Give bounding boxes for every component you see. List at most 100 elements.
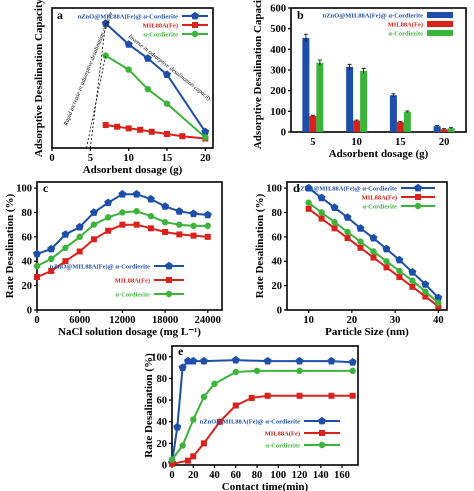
legend-label: nZnO@MIL88A(Fe)@ α-Cordierite bbox=[200, 419, 301, 426]
data-point bbox=[349, 367, 356, 375]
x-axis-label: Contact time(min) bbox=[222, 481, 309, 491]
legend-label: α-Cordierite bbox=[362, 204, 397, 211]
x-tick-label: 10 bbox=[123, 153, 134, 164]
data-point bbox=[147, 225, 154, 232]
bar bbox=[309, 115, 317, 132]
x-tick-label: 0 bbox=[49, 153, 54, 164]
series-line bbox=[171, 369, 353, 461]
data-point bbox=[89, 208, 98, 216]
panel-letter: a bbox=[57, 8, 63, 22]
panel-letter: b bbox=[297, 8, 304, 22]
data-point bbox=[61, 230, 70, 238]
data-point bbox=[357, 238, 364, 245]
x-tick-label: 18000 bbox=[152, 315, 178, 326]
data-point bbox=[137, 126, 144, 133]
legend-label: MIL88A(Fe) bbox=[362, 195, 397, 202]
y-tick-label: 60 bbox=[22, 232, 33, 243]
data-point bbox=[189, 209, 198, 218]
data-point bbox=[305, 199, 312, 206]
data-point bbox=[296, 367, 303, 375]
data-point bbox=[296, 392, 303, 399]
data-point bbox=[118, 190, 127, 198]
data-point bbox=[395, 255, 404, 264]
legend-label: α-Cordierite bbox=[115, 292, 150, 299]
data-point bbox=[169, 460, 175, 467]
bar bbox=[346, 66, 354, 132]
bar bbox=[302, 37, 310, 132]
plot-frame bbox=[36, 181, 223, 311]
x-tick-label: 15 bbox=[162, 153, 173, 164]
x-tick-label: 120 bbox=[292, 470, 308, 481]
data-point bbox=[421, 280, 430, 288]
x-tick-label: 100 bbox=[270, 470, 286, 481]
data-point bbox=[124, 40, 133, 48]
legend-swatch bbox=[427, 12, 453, 18]
data-point bbox=[162, 228, 169, 235]
legend-marker bbox=[165, 290, 173, 298]
data-point bbox=[263, 356, 272, 365]
data-point bbox=[190, 232, 197, 239]
legend-label: MIL88A(Fe) bbox=[115, 278, 150, 285]
y-tick-label: 600 bbox=[270, 4, 286, 15]
data-point bbox=[125, 66, 132, 73]
data-point bbox=[179, 133, 186, 140]
data-point bbox=[211, 380, 218, 388]
legend-label: α-Cordierite bbox=[388, 31, 423, 38]
series-green bbox=[305, 199, 442, 306]
y-axis-label: Adsorptive Desalination Capacity bbox=[252, 0, 264, 149]
data-point bbox=[76, 233, 83, 241]
bar bbox=[360, 71, 368, 132]
data-point bbox=[370, 248, 377, 255]
panel-c: 0 6000 12000 18000 24000 0 20 40 60 80 100 NaCl sol… bbox=[4, 181, 223, 338]
legend-label: α-Cordierite bbox=[143, 32, 178, 39]
data-point bbox=[132, 190, 141, 198]
data-point bbox=[33, 262, 41, 270]
data-point bbox=[435, 303, 442, 310]
data-point bbox=[318, 215, 325, 222]
legend-label: MIL88A(Fe) bbox=[265, 431, 300, 438]
y-tick-label: 80 bbox=[157, 374, 168, 385]
y-tick-label: 500 bbox=[270, 24, 286, 35]
data-point bbox=[133, 208, 140, 215]
legend-marker bbox=[191, 30, 199, 38]
x-tick-label: 5 bbox=[310, 137, 315, 148]
series-line bbox=[105, 22, 207, 133]
data-point bbox=[119, 209, 126, 216]
y-axis-label: Adsorptive Desalination Capacity bbox=[33, 0, 45, 157]
data-point bbox=[62, 258, 69, 265]
data-point bbox=[327, 356, 336, 365]
data-point bbox=[396, 274, 403, 281]
bar bbox=[440, 129, 448, 132]
plot-frame bbox=[51, 7, 214, 149]
y-tick-label: 60 bbox=[272, 232, 283, 243]
y-axis-label: Rate Desalination (%) bbox=[4, 193, 16, 298]
data-point bbox=[328, 392, 335, 399]
annotation: Rapid increase in adsorptive desalinatio… bbox=[63, 11, 115, 128]
data-point bbox=[200, 440, 207, 447]
legend-swatch bbox=[427, 21, 453, 27]
data-point bbox=[90, 221, 98, 228]
legend-label: nZnO@MIL88A(Fe)@ α-Cordierite bbox=[78, 14, 179, 21]
data-point bbox=[434, 293, 443, 302]
data-point bbox=[408, 268, 417, 276]
data-point bbox=[409, 277, 416, 284]
bar bbox=[433, 126, 441, 132]
bar bbox=[389, 95, 397, 132]
data-point bbox=[190, 222, 197, 230]
x-tick-label: 12000 bbox=[109, 315, 135, 326]
data-point bbox=[125, 125, 132, 132]
legend-label: α-Cordierite bbox=[265, 443, 300, 450]
x-tick-label: 10 bbox=[303, 315, 314, 326]
data-point bbox=[295, 356, 304, 365]
data-point bbox=[179, 442, 186, 449]
y-tick-label: 80 bbox=[272, 208, 283, 219]
data-point bbox=[168, 456, 176, 463]
bar bbox=[316, 62, 324, 133]
panel-a: 0 5 10 15 20 Adsorbent dosage (g) Adsorptive D… bbox=[33, 0, 214, 176]
data-point bbox=[175, 207, 184, 215]
data-point bbox=[104, 198, 113, 207]
data-point bbox=[48, 267, 55, 274]
data-point bbox=[383, 264, 390, 271]
data-point bbox=[304, 183, 313, 192]
